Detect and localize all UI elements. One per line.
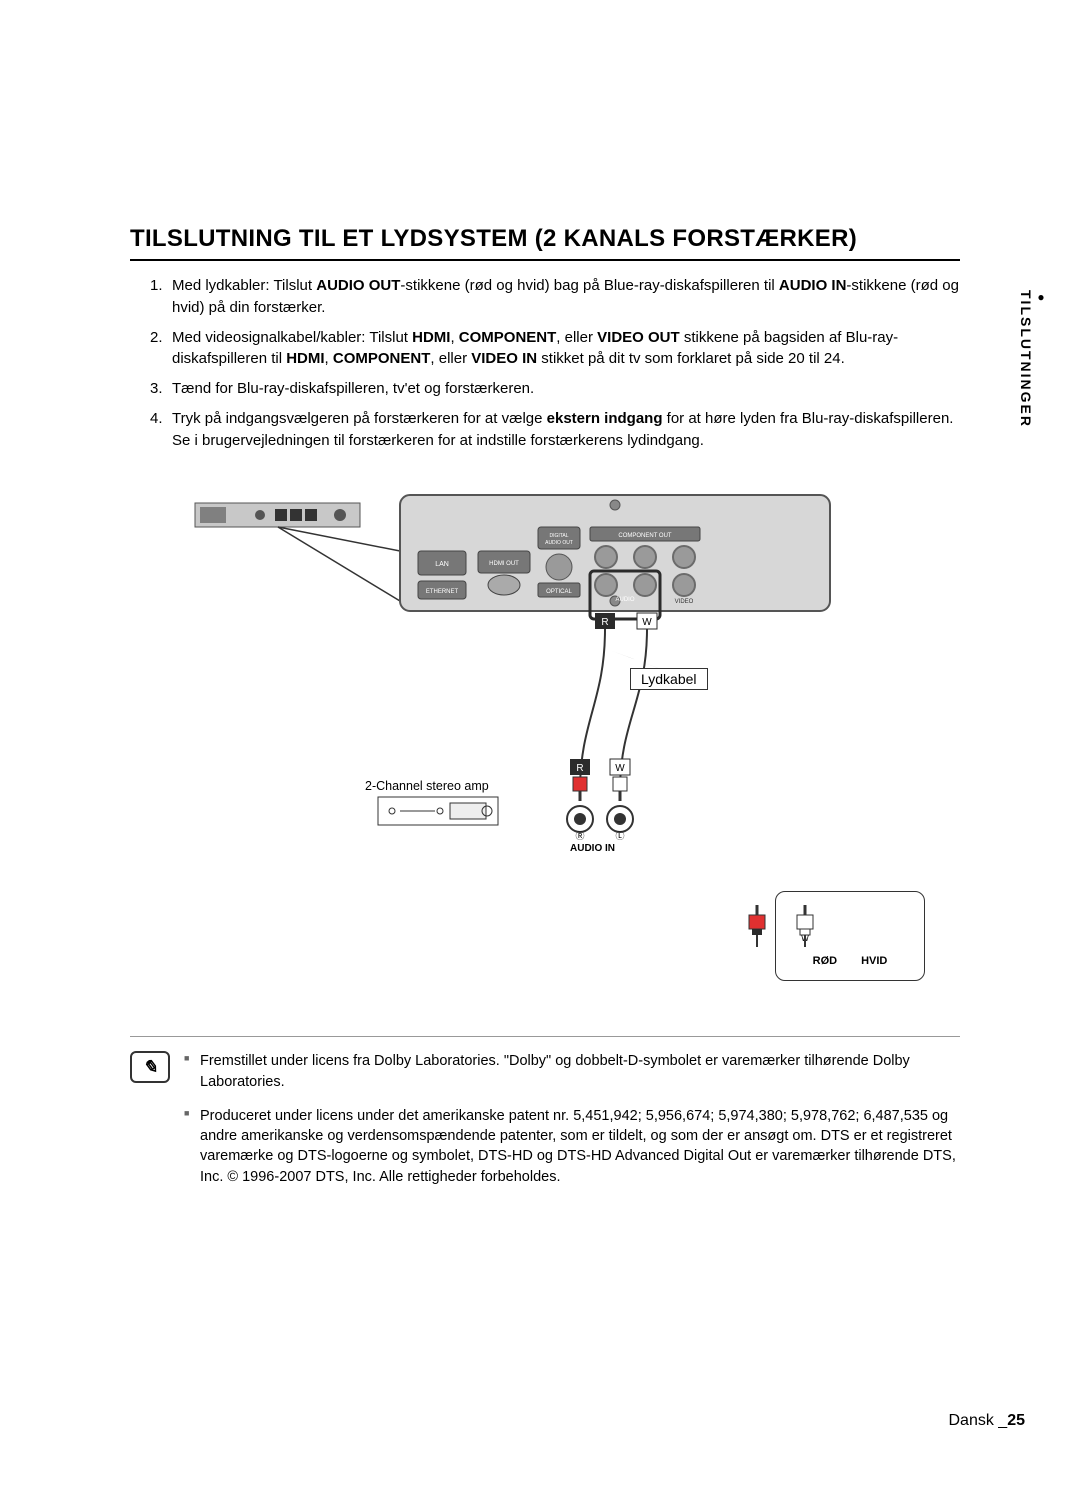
bluray-top-view bbox=[195, 503, 400, 601]
svg-text:LAN: LAN bbox=[435, 561, 449, 568]
svg-text:W: W bbox=[642, 617, 652, 628]
instruction-step: 3. Tænd for Blu-ray-diskafspilleren, tv'e… bbox=[150, 378, 960, 400]
bluray-rear-panel: LAN ETHERNET HDMI OUT DIGITAL AUDIO OUT … bbox=[400, 495, 830, 619]
legend-plug-red: R bbox=[749, 905, 765, 947]
svg-text:OPTICAL: OPTICAL bbox=[546, 589, 572, 595]
page-content: TILSLUTNING TIL ET LYDSYSTEM (2 KANALS F… bbox=[130, 225, 960, 1201]
notes-section: ✎ Fremstillet under licens fra Dolby Lab… bbox=[130, 1036, 960, 1201]
step-text: Med videosignalkabel/kabler: Tilslut bbox=[172, 329, 412, 346]
page-title: TILSLUTNING TIL ET LYDSYSTEM (2 KANALS F… bbox=[130, 225, 960, 261]
svg-text:VIDEO: VIDEO bbox=[675, 599, 694, 605]
footer-lang: Dansk _ bbox=[949, 1412, 1008, 1429]
svg-text:R: R bbox=[576, 763, 583, 774]
page-footer: Dansk _25 bbox=[949, 1412, 1026, 1430]
svg-text:Ⓡ: Ⓡ bbox=[575, 831, 584, 841]
instruction-step: 2. Med videosignalkabel/kabler: Tilslut H… bbox=[150, 327, 960, 371]
note-item: Produceret under licens under det amerik… bbox=[184, 1106, 960, 1187]
amp-label: 2-Channel stereo amp bbox=[365, 779, 489, 793]
step-text-bold: COMPONENT bbox=[459, 329, 557, 346]
connection-diagram: LAN ETHERNET HDMI OUT DIGITAL AUDIO OUT … bbox=[140, 491, 960, 1011]
step-number: 1. bbox=[150, 275, 163, 297]
step-text: Tænd for Blu-ray-diskafspilleren, tv'et … bbox=[172, 380, 534, 397]
svg-text:AUDIO: AUDIO bbox=[615, 597, 634, 603]
instruction-step: 4. Tryk på indgangsvælgeren på forstærker… bbox=[150, 408, 960, 452]
svg-text:HDMI OUT: HDMI OUT bbox=[489, 561, 519, 567]
svg-text:W: W bbox=[615, 763, 625, 774]
cable-legend: RØD HVID bbox=[775, 891, 925, 981]
step-text: , eller bbox=[556, 329, 597, 346]
audio-cable: R W R W bbox=[567, 613, 680, 841]
section-tab: TILSLUTNINGER bbox=[1018, 290, 1048, 428]
svg-text:ETHERNET: ETHERNET bbox=[426, 589, 459, 595]
footer-page-number: 25 bbox=[1007, 1412, 1025, 1429]
step-text-bold: AUDIO IN bbox=[779, 277, 847, 294]
legend-white-label: HVID bbox=[861, 955, 887, 967]
step-number: 4. bbox=[150, 408, 163, 430]
audio-in-label: AUDIO IN bbox=[570, 843, 615, 854]
step-number: 2. bbox=[150, 327, 163, 349]
instruction-list: 1. Med lydkabler: Tilslut AUDIO OUT-stikk… bbox=[130, 275, 960, 451]
step-text: , eller bbox=[430, 350, 471, 367]
cable-label: Lydkabel bbox=[630, 668, 708, 690]
note-icon: ✎ bbox=[130, 1051, 170, 1083]
step-text: -stikkene (rød og hvid) bag på Blue-ray-… bbox=[400, 277, 779, 294]
step-text-bold: ekstern indgang bbox=[547, 410, 663, 427]
step-text-bold: VIDEO IN bbox=[471, 350, 537, 367]
step-text-bold: HDMI bbox=[412, 329, 450, 346]
step-text: Med lydkabler: Tilslut bbox=[172, 277, 316, 294]
svg-text:Ⓛ: Ⓛ bbox=[615, 831, 624, 841]
step-text-bold: AUDIO OUT bbox=[316, 277, 400, 294]
step-text: Tryk på indgangsvælgeren på forstærkeren… bbox=[172, 410, 547, 427]
svg-text:AUDIO OUT: AUDIO OUT bbox=[545, 540, 573, 546]
instruction-step: 1. Med lydkabler: Tilslut AUDIO OUT-stikk… bbox=[150, 275, 960, 319]
step-text-bold: VIDEO OUT bbox=[597, 329, 680, 346]
step-number: 3. bbox=[150, 378, 163, 400]
step-text-bold: COMPONENT bbox=[333, 350, 431, 367]
svg-text:COMPONENT OUT: COMPONENT OUT bbox=[618, 533, 672, 539]
svg-text:R: R bbox=[601, 617, 608, 628]
step-text: stikket på dit tv som forklaret på side … bbox=[537, 350, 845, 367]
stereo-amp bbox=[378, 797, 498, 825]
step-text: , bbox=[325, 350, 333, 367]
step-text-bold: HDMI bbox=[286, 350, 324, 367]
legend-red-label: RØD bbox=[813, 955, 837, 967]
notes-list: Fremstillet under licens fra Dolby Labor… bbox=[184, 1051, 960, 1201]
step-text: , bbox=[450, 329, 458, 346]
svg-text:DIGITAL: DIGITAL bbox=[549, 533, 568, 539]
note-item: Fremstillet under licens fra Dolby Labor… bbox=[184, 1051, 960, 1092]
